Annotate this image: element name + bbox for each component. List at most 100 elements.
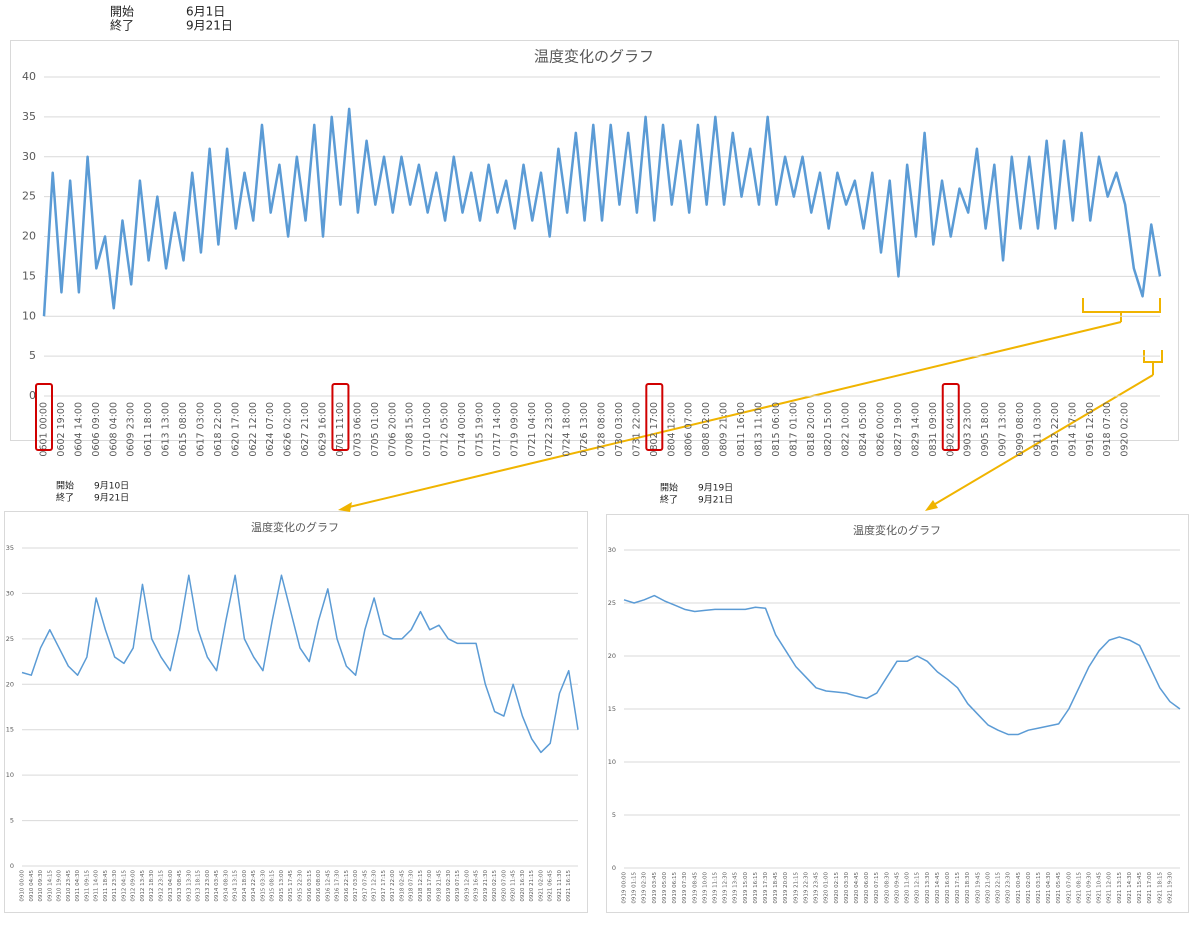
x-tick-label: 0914 17:00: [1067, 402, 1078, 457]
x-tick-label: 0829 14:00: [910, 402, 921, 457]
x-tick-label: 0822 10:00: [841, 402, 852, 457]
x-tick-label: 0817 01:00: [788, 402, 799, 457]
header: 開始 9月19日 終了 9月21日: [660, 482, 733, 506]
x-tick-label: 0919 08:45: [692, 872, 698, 904]
y-tick-label: 25: [6, 635, 14, 643]
y-tick-label: 20: [6, 680, 14, 688]
x-tick-label: 0920 16:00: [945, 872, 951, 904]
chart-title: 温度変化のグラフ: [853, 523, 941, 537]
x-tick-label: 0827 19:00: [893, 402, 904, 457]
x-tick-label: 0921 06:45: [548, 870, 554, 902]
temperature-line: [623, 594, 1181, 736]
x-tick-label: 0913 04:00: [168, 870, 174, 902]
x-tick-label: 0914 08:30: [223, 870, 229, 902]
x-tick-label: 0919 15:00: [743, 872, 749, 904]
x-tick-label: 0921 03:15: [1036, 872, 1042, 904]
y-tick-label: 5: [10, 817, 14, 825]
arrow: [344, 321, 1122, 509]
arrow-head: [925, 500, 938, 511]
x-tick-label: 0705 01:00: [370, 402, 381, 457]
end-date: 9月21日: [186, 19, 233, 33]
x-tick-label: 0920 18:30: [965, 872, 971, 904]
x-tick-label: 0919 02:30: [446, 870, 452, 902]
x-tick-label: 0918 07:00: [1102, 402, 1113, 457]
x-tick-label: 0919 10:00: [702, 872, 708, 904]
x-tick-label: 0921 08:15: [1076, 872, 1082, 904]
x-tick-label: 0701 11:00: [335, 402, 346, 457]
x-tick-label: 0921 02:00: [538, 870, 544, 902]
y-tick-label: 0: [10, 862, 14, 870]
x-tick-label: 0921 16:15: [566, 870, 572, 902]
x-tick-label: 0920 13:30: [925, 872, 931, 904]
x-tick-label: 0831 09:00: [928, 402, 939, 457]
x-tick-label: 0915 13:00: [279, 870, 285, 902]
x-tick-label: 0920 01:00: [824, 872, 830, 904]
x-tick-label: 0905 18:00: [980, 402, 991, 457]
end-date: 9月21日: [94, 493, 129, 504]
x-tick-label: 0611 18:00: [143, 402, 154, 457]
chart-frame: [10, 40, 1179, 441]
x-tick-label: 0921 14:30: [1127, 872, 1133, 904]
y-tick-label: 15: [6, 726, 14, 734]
bracket: [1082, 298, 1161, 322]
temperature-line: [42, 107, 1162, 317]
end-label: 終了: [660, 494, 678, 506]
x-tick-label: 0916 17:30: [335, 870, 341, 902]
x-tick-label: 0815 06:00: [771, 402, 782, 457]
y-tick-label: 30: [608, 546, 616, 554]
x-tick-label: 0921 18:15: [1157, 872, 1163, 904]
x-tick-label: 0608 04:00: [108, 402, 119, 457]
x-tick-label: 0916 12:00: [1085, 402, 1096, 457]
x-tick-label: 0911 14:00: [94, 870, 100, 902]
x-tick-label: 0726 13:00: [579, 402, 590, 457]
x-tick-label: 0919 21:30: [483, 870, 489, 902]
x-tick-label: 0601 00:00: [39, 402, 50, 457]
x-tick-label: 0912 04:15: [121, 870, 127, 902]
x-tick-label: 0910 23:45: [66, 870, 72, 902]
start-label: 開始: [56, 480, 74, 492]
x-tick-label: 0915 17:45: [288, 870, 294, 902]
x-tick-label: 0914 22:45: [251, 870, 257, 902]
x-tick-label: 0920 08:30: [884, 872, 890, 904]
chart-frame: [4, 511, 588, 913]
x-tick-label: 0919 20:00: [783, 872, 789, 904]
temperature-line: [21, 574, 579, 754]
x-tick-label: 0615 08:00: [178, 402, 189, 457]
x-tick-label: 0903 23:00: [963, 402, 974, 457]
x-tick-label: 0920 02:15: [492, 870, 498, 902]
x-tick-label: 0731 22:00: [631, 402, 642, 457]
zoom-annotation: [344, 298, 1163, 509]
x-tick-label: 0911 04:30: [75, 870, 81, 902]
x-tick-label: 0919 01:15: [632, 872, 638, 904]
x-tick-label: 0921 17:00: [1147, 872, 1153, 904]
x-tick-label: 0913 23:00: [205, 870, 211, 902]
x-tick-label: 0918 12:15: [418, 870, 424, 902]
highlight-box: [35, 383, 53, 451]
x-tick-label: 0914 18:00: [242, 870, 248, 902]
x-tick-label: 0919 07:30: [682, 872, 688, 904]
x-tick-label: 0811 16:00: [736, 402, 747, 457]
x-tick-label: 0721 04:00: [527, 402, 538, 457]
chart-title: 温度変化のグラフ: [251, 520, 339, 534]
y-tick-label: 10: [22, 309, 36, 322]
x-tick-label: 0920 17:15: [955, 872, 961, 904]
y-tick-label: 10: [6, 771, 14, 779]
x-tick-label: 0602 19:00: [56, 402, 67, 457]
x-tick-label: 0921 02:00: [1026, 872, 1032, 904]
x-tick-label: 0917 03:00: [353, 870, 359, 902]
x-tick-label: 0820 15:00: [823, 402, 834, 457]
y-tick-label: 10: [608, 758, 616, 766]
y-tick-label: 5: [29, 349, 36, 362]
highlight-box: [941, 383, 960, 451]
x-tick-label: 0921 12:00: [1107, 872, 1113, 904]
x-tick-label: 0919 02:30: [642, 872, 648, 904]
x-tick-label: 0912 13:45: [140, 870, 146, 902]
x-tick-label: 0921 19:30: [1167, 872, 1173, 904]
x-tick-label: 0818 20:00: [806, 402, 817, 457]
x-tick-label: 0919 22:30: [803, 872, 809, 904]
x-tick-label: 0921 05:45: [1056, 872, 1062, 904]
x-tick-label: 0912 09:00: [131, 870, 137, 902]
x-tick-label: 0918 07:30: [409, 870, 415, 902]
x-tick-label: 0917 22:00: [390, 870, 396, 902]
